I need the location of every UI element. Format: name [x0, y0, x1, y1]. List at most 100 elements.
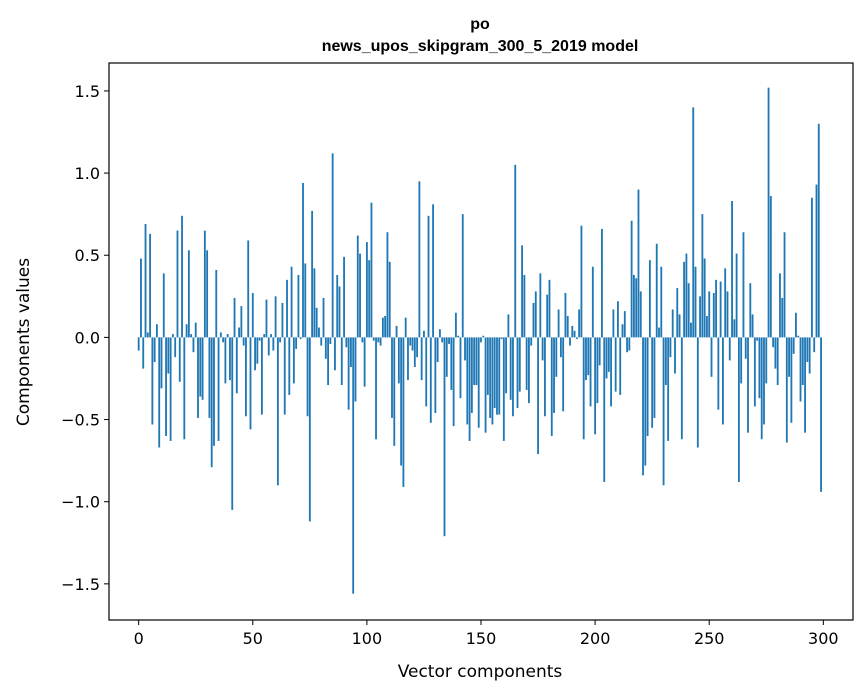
bar-131 — [436, 337, 439, 363]
bar-25 — [194, 322, 197, 338]
bar-78 — [315, 307, 318, 338]
bar-199 — [591, 266, 594, 338]
bar-147 — [473, 337, 476, 386]
bar-232 — [667, 337, 670, 441]
bar-105 — [377, 337, 380, 343]
bar-252 — [712, 293, 715, 338]
bar-149 — [477, 337, 480, 428]
bar-289 — [797, 335, 800, 338]
y-tick-label: −1.0 — [61, 493, 100, 512]
bar-216 — [630, 220, 633, 338]
bar-283 — [783, 232, 786, 338]
bar-31 — [208, 337, 211, 418]
bar-87 — [336, 274, 339, 338]
bar-298 — [817, 123, 820, 338]
bar-161 — [505, 337, 508, 394]
bar-39 — [226, 334, 229, 338]
bar-244 — [694, 266, 697, 338]
plot-frame — [108, 62, 854, 621]
bar-274 — [763, 337, 765, 425]
bar-44 — [238, 327, 240, 338]
bar-49 — [249, 337, 252, 430]
bar-72 — [302, 182, 304, 338]
bar-183 — [555, 337, 558, 377]
bar-211 — [619, 337, 622, 395]
bar-198 — [589, 337, 592, 407]
bar-159 — [500, 337, 503, 340]
bar-143 — [464, 337, 466, 361]
bar-204 — [603, 337, 606, 482]
bar-227 — [655, 243, 658, 338]
bar-47 — [245, 337, 247, 417]
bar-265 — [742, 232, 745, 338]
bar-71 — [299, 337, 302, 340]
y-tick-label: −0.5 — [61, 411, 100, 430]
bar-200 — [594, 337, 597, 435]
bar-62 — [279, 337, 282, 343]
bar-83 — [327, 337, 330, 386]
bar-35 — [217, 337, 220, 441]
bar-68 — [292, 337, 295, 384]
bar-210 — [617, 301, 619, 338]
bar-267 — [747, 337, 749, 433]
bar-166 — [516, 337, 519, 409]
bar-292 — [804, 337, 806, 433]
bar-157 — [496, 337, 498, 415]
bar-213 — [623, 311, 626, 338]
bar-163 — [509, 337, 512, 400]
bar-60 — [274, 296, 277, 338]
bar-133 — [441, 337, 444, 343]
bar-195 — [582, 337, 585, 440]
bar-27 — [199, 337, 202, 397]
bar-115 — [400, 337, 403, 466]
bar-255 — [719, 281, 722, 338]
bar-146 — [470, 337, 473, 413]
bar-178 — [543, 337, 546, 417]
bar-266 — [744, 337, 747, 359]
bar-59 — [272, 337, 275, 351]
bar-70 — [297, 274, 300, 338]
bar-8 — [156, 324, 158, 338]
bar-32 — [210, 337, 213, 468]
bar-251 — [710, 337, 713, 377]
bar-212 — [621, 324, 624, 338]
bar-219 — [637, 189, 640, 338]
bar-233 — [669, 337, 672, 358]
bar-180 — [548, 279, 551, 338]
bar-40 — [229, 337, 231, 381]
bar-290 — [799, 337, 802, 402]
bar-80 — [320, 337, 323, 346]
bar-92 — [347, 337, 350, 410]
bar-24 — [192, 337, 195, 353]
bar-221 — [642, 337, 644, 476]
y-tick-label: 1.0 — [75, 164, 100, 183]
bar-114 — [397, 337, 400, 384]
bar-136 — [448, 337, 450, 344]
bar-69 — [295, 337, 298, 349]
bar-19 — [181, 215, 183, 338]
x-tick-label: 250 — [694, 629, 725, 648]
bar-109 — [386, 232, 389, 338]
bar-6 — [151, 337, 154, 425]
bar-37 — [222, 337, 225, 343]
bar-18 — [178, 337, 181, 382]
bar-52 — [256, 337, 259, 364]
bar-243 — [692, 107, 695, 338]
bar-187 — [564, 293, 567, 338]
bar-63 — [281, 302, 284, 338]
bar-280 — [776, 337, 779, 386]
bar-110 — [388, 261, 391, 338]
bar-77 — [313, 268, 316, 338]
bar-130 — [434, 337, 437, 413]
bar-135 — [445, 337, 448, 377]
bar-95 — [354, 337, 357, 402]
bar-189 — [569, 337, 571, 346]
bar-208 — [612, 309, 615, 338]
bar-125 — [423, 330, 425, 338]
bar-148 — [475, 337, 478, 386]
bar-173 — [532, 302, 535, 338]
y-tick-label: 1.5 — [75, 82, 100, 101]
bar-269 — [751, 314, 754, 338]
bar-75 — [308, 337, 311, 522]
